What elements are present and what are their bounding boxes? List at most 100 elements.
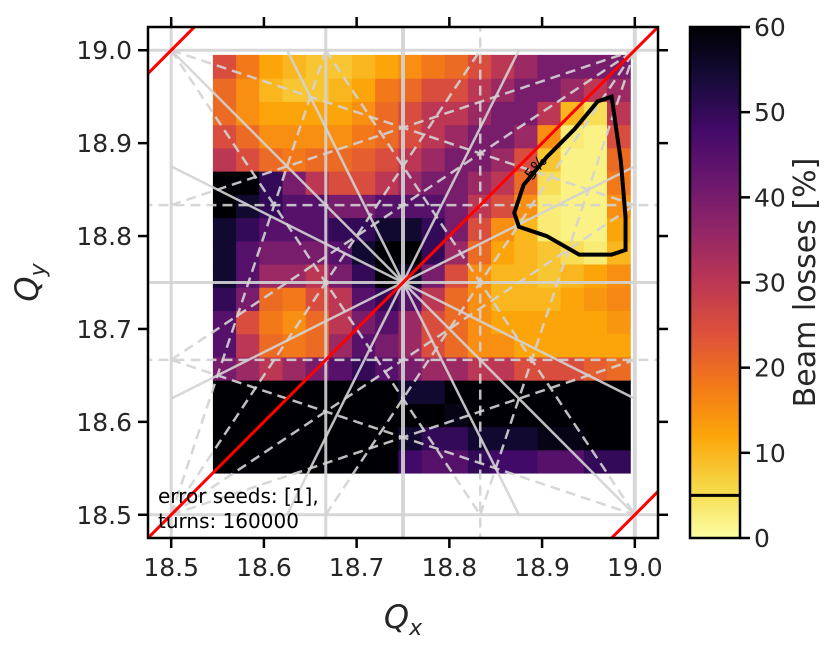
heat-cell	[537, 287, 562, 311]
heat-cell	[236, 217, 260, 242]
heat-cell	[236, 240, 260, 265]
heat-cell	[514, 287, 539, 311]
heat-cell	[259, 240, 284, 265]
heat-cell	[282, 287, 307, 311]
heat-cell	[583, 426, 608, 451]
resonance-line	[170, 204, 636, 516]
heat-cell	[259, 124, 284, 149]
heat-cell	[328, 356, 353, 381]
heat-cell	[537, 426, 562, 451]
heat-cell	[282, 426, 307, 451]
heat-cell	[607, 403, 631, 428]
heat-cell	[259, 287, 284, 311]
resonance-line	[479, 49, 637, 516]
heat-cell	[421, 54, 446, 79]
heat-cell	[328, 101, 353, 126]
heat-cell	[560, 147, 585, 172]
heat-cell	[560, 124, 585, 149]
heat-cell	[560, 171, 585, 195]
heat-cell	[444, 333, 469, 358]
heat-cell	[212, 380, 237, 404]
heat-cell	[352, 426, 376, 451]
heat-cell	[537, 54, 562, 79]
heat-cell	[328, 263, 353, 288]
heat-cell	[375, 124, 399, 149]
heat-cell	[467, 147, 492, 172]
heat-cell	[421, 78, 446, 102]
heat-cell	[421, 124, 446, 149]
heat-cell	[560, 380, 585, 404]
heat-cell	[236, 101, 260, 126]
heat-cell	[607, 287, 631, 311]
heat-cell	[305, 194, 330, 219]
heat-cell	[537, 449, 562, 474]
heat-cell	[491, 287, 515, 311]
y-tick-label: 18.6	[76, 408, 132, 437]
heat-cell	[352, 78, 376, 102]
heat-cell	[305, 124, 330, 149]
colorbar-tick-label: 10	[754, 439, 786, 468]
annotation: error seeds: [1],	[158, 484, 319, 508]
x-tick-label: 18.8	[422, 553, 478, 582]
heat-cell	[560, 310, 585, 335]
heat-cell	[328, 54, 353, 79]
heat-cell	[236, 78, 260, 102]
heat-cell	[607, 449, 631, 474]
heat-cell	[212, 101, 237, 126]
resonance-line	[170, 49, 636, 361]
heat-cell	[583, 403, 608, 428]
heat-cell	[259, 426, 284, 451]
heat-cell	[236, 310, 260, 335]
resonance-line	[169, 49, 327, 516]
resonance-lines	[148, 27, 658, 538]
colorbar-tick-label: 30	[754, 269, 786, 298]
heat-cell	[491, 380, 515, 404]
x-label-main: Q	[384, 598, 409, 636]
resonance-line	[170, 49, 636, 207]
heat-cell	[421, 310, 446, 335]
heat-cell	[444, 194, 469, 219]
annotation: turns: 160000	[158, 509, 299, 533]
heat-cell	[514, 124, 539, 149]
heat-cell	[282, 449, 307, 474]
heat-cell	[375, 171, 399, 195]
heat-cell	[305, 54, 330, 79]
heat-cell	[305, 171, 330, 195]
heat-cell	[236, 124, 260, 149]
y-label-main: Q	[8, 276, 46, 301]
heat-cell	[212, 217, 237, 242]
colorbar-label: Beam losses [%]	[788, 158, 823, 408]
heat-cell	[537, 333, 562, 358]
heat-cell	[583, 240, 608, 265]
heat-cell	[491, 449, 515, 474]
resonance-line	[148, 27, 197, 76]
heat-cell	[537, 101, 562, 126]
heat-cell	[607, 101, 631, 126]
heat-cell	[375, 403, 399, 428]
heat-cell	[236, 403, 260, 428]
heat-cell	[212, 240, 237, 265]
heat-cell	[375, 54, 399, 79]
heat-cell	[375, 449, 399, 474]
heat-cell	[560, 403, 585, 428]
heat-cell	[514, 403, 539, 428]
heat-cell	[583, 147, 608, 172]
heat-cell	[421, 380, 446, 404]
colorbar	[688, 25, 742, 540]
heat-cell	[328, 171, 353, 195]
heat-cell	[259, 449, 284, 474]
heat-cell	[537, 403, 562, 428]
x-tick-label: 18.6	[236, 553, 292, 582]
heat-cell	[421, 449, 446, 474]
heat-cell	[514, 78, 539, 102]
heat-cell	[328, 426, 353, 451]
heat-cell	[212, 78, 237, 102]
heat-cell	[514, 240, 539, 265]
heat-cell	[282, 310, 307, 335]
heat-cell	[491, 356, 515, 381]
heat-cell	[236, 333, 260, 358]
plot-frame	[146, 25, 660, 540]
heat-cell	[444, 124, 469, 149]
heat-cell	[212, 403, 237, 428]
heat-cell	[259, 263, 284, 288]
